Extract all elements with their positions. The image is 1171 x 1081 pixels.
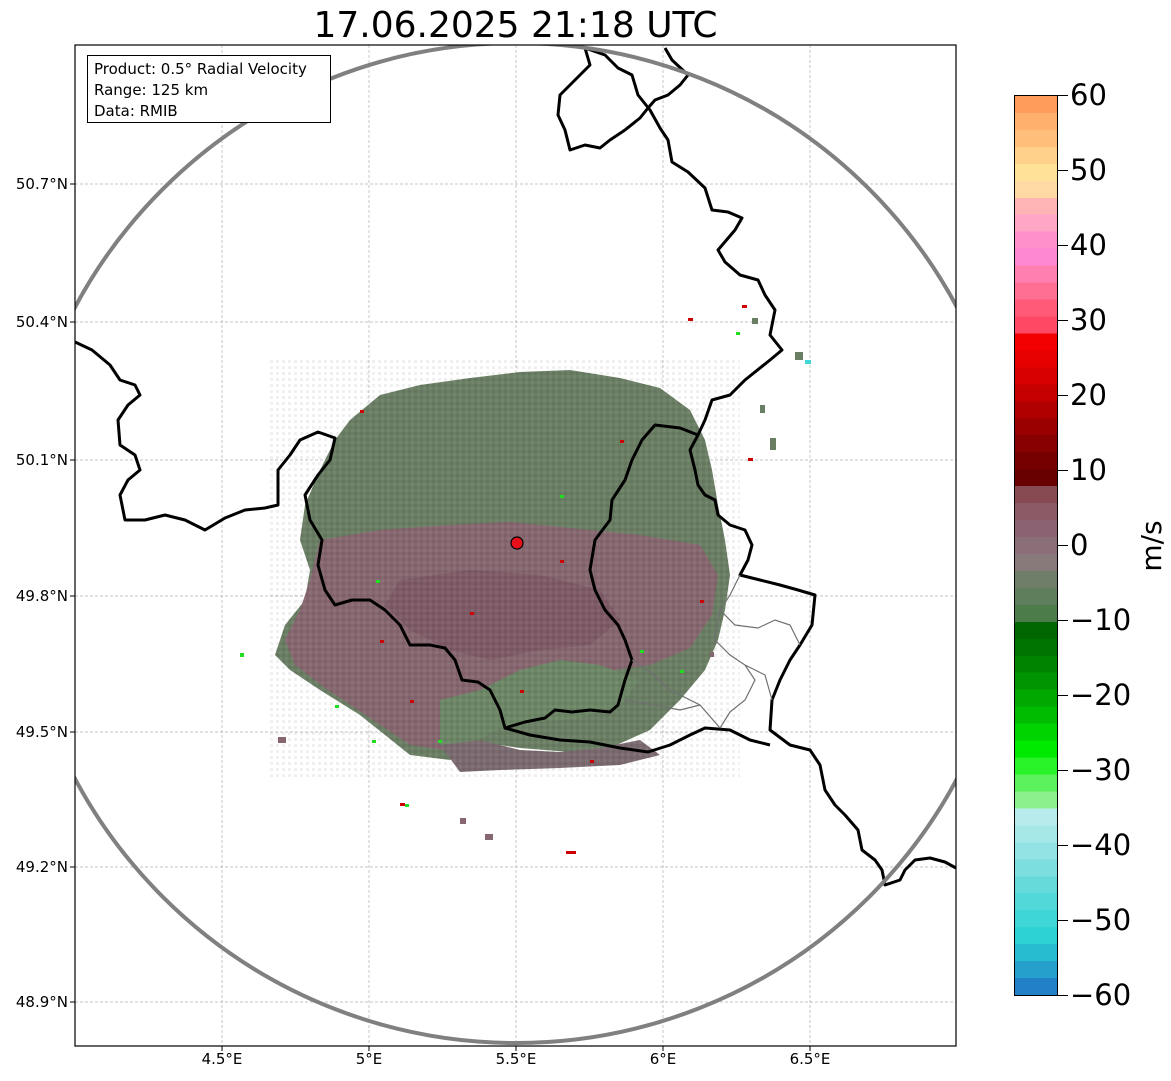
colorbar-tick [1058, 995, 1068, 996]
lon-tick-label: 6.5°E [789, 1050, 831, 1068]
admin-borders [624, 574, 801, 729]
colorbar-tick [1058, 545, 1068, 546]
colorbar-tick-label: 60 [1070, 78, 1107, 112]
lat-tick-label: 50.1°N [15, 451, 68, 469]
lon-tick-label: 5°E [355, 1050, 383, 1068]
colorbar-tick [1058, 695, 1068, 696]
colorbar-tick [1058, 395, 1068, 396]
lon-tick-label: 5.5°E [495, 1050, 537, 1068]
colorbar-tick [1058, 845, 1068, 846]
colorbar-tick-label: 50 [1070, 153, 1107, 187]
colorbar-tick-label: −30 [1070, 753, 1132, 787]
map-title: 17.06.2025 21:18 UTC [313, 5, 718, 46]
lon-tick-label: 6°E [649, 1050, 677, 1068]
colorbar-tick [1058, 470, 1068, 471]
colorbar-tick [1058, 320, 1068, 321]
lat-tick-label: 49.2°N [15, 858, 68, 876]
product-label: Product: 0.5° Radial Velocity [94, 60, 307, 78]
radar-site-marker [510, 536, 524, 550]
colorbar-tick-label: −60 [1070, 978, 1132, 1012]
lat-tick-label: 50.4°N [15, 313, 68, 331]
velocity-colorbar [1014, 95, 1058, 996]
colorbar-unit-label: m/s [1135, 520, 1168, 572]
colorbar-tick [1058, 920, 1068, 921]
lat-tick-label: 48.9°N [15, 993, 68, 1011]
colorbar-tick-label: 20 [1070, 378, 1107, 412]
colorbar-tick-label: 40 [1070, 228, 1107, 262]
colorbar-tick-label: 30 [1070, 303, 1107, 337]
colorbar-tick-label: −40 [1070, 828, 1132, 862]
colorbar-tick-label: −50 [1070, 903, 1132, 937]
colorbar-tick [1058, 245, 1068, 246]
velocity-echo-field [240, 305, 811, 854]
lat-tick-label: 49.5°N [15, 723, 68, 741]
colorbar-tick [1058, 620, 1068, 621]
colorbar-tick-label: −10 [1070, 603, 1132, 637]
axis-ticks [70, 183, 811, 1051]
lat-tick-label: 50.7°N [15, 175, 68, 193]
lat-tick-label: 49.8°N [15, 587, 68, 605]
radar-range-ring [75, 45, 956, 1045]
lon-tick-label: 4.5°E [201, 1050, 243, 1068]
range-label: Range: 125 km [94, 81, 209, 99]
colorbar-tick [1058, 95, 1068, 96]
colorbar-tick-label: 10 [1070, 453, 1107, 487]
colorbar-tick [1058, 770, 1068, 771]
data-source-label: Data: RMIB [94, 102, 178, 120]
colorbar-tick-label: −20 [1070, 678, 1132, 712]
colorbar-tick [1058, 170, 1068, 171]
product-info-box: Product: 0.5° Radial Velocity Range: 125… [87, 55, 331, 123]
colorbar-tick-label: 0 [1070, 528, 1089, 562]
